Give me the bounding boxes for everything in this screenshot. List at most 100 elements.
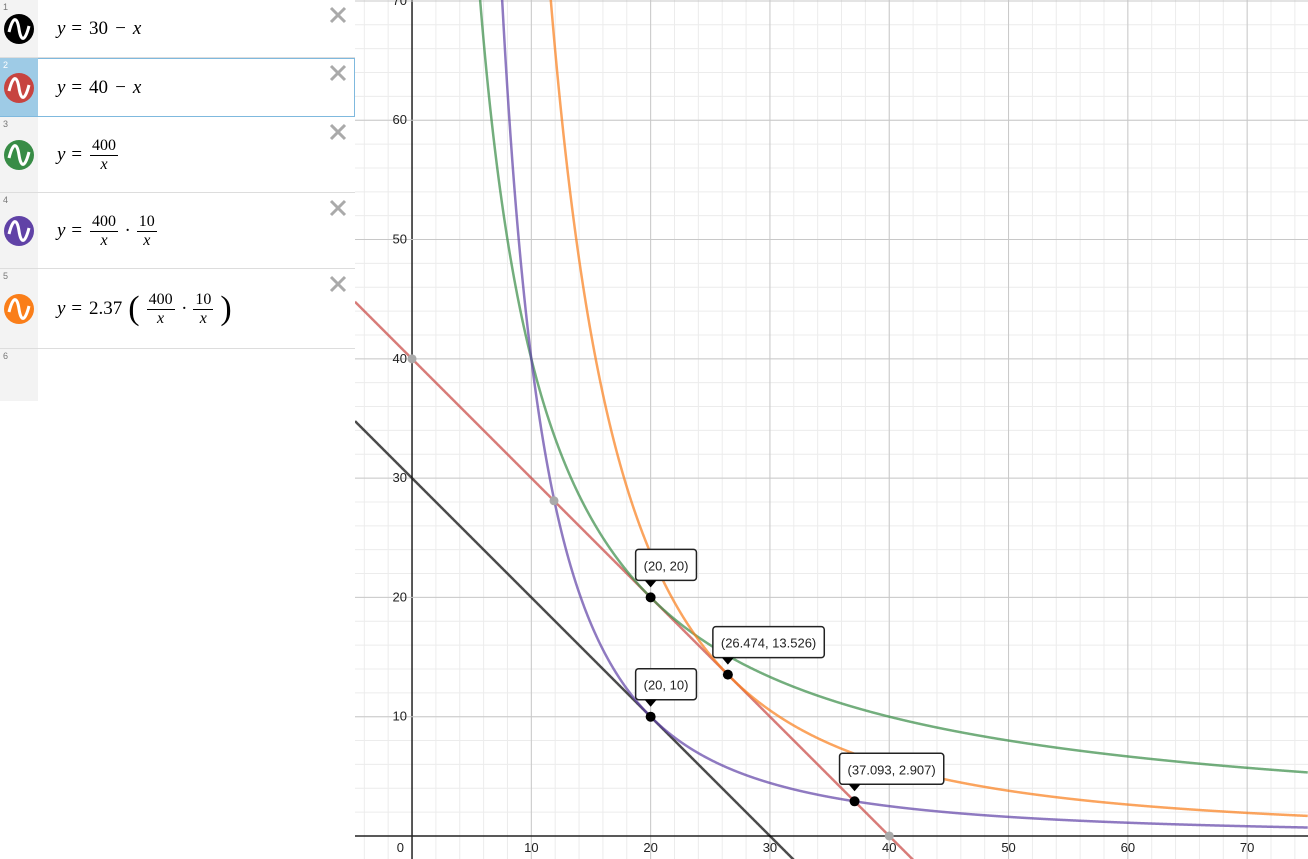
color-icon[interactable] <box>4 14 34 44</box>
y-tick-label: 40 <box>393 351 407 366</box>
expression-row[interactable]: 3 y = 400 x <box>0 117 355 193</box>
label-box <box>634 667 698 701</box>
label-pointer <box>848 784 861 792</box>
expression-row[interactable]: 6 <box>0 349 355 401</box>
expression-token: 40 <box>89 76 109 98</box>
x-tick-label: 30 <box>763 840 777 855</box>
point-label: (20, 10) <box>644 678 689 693</box>
icon-wave <box>7 18 31 40</box>
delete-button[interactable] <box>329 6 347 24</box>
expression-token: 2.37 <box>89 298 123 319</box>
color-icon[interactable] <box>4 294 34 324</box>
color-icon[interactable] <box>4 140 34 170</box>
row-number: 5 <box>3 271 9 281</box>
x-tick-label: 70 <box>1240 840 1254 855</box>
expression[interactable]: y = 2.37(400 x · 10 x) <box>54 269 235 349</box>
label-pointer <box>721 657 734 665</box>
labeled-point[interactable] <box>722 669 733 680</box>
intersection-point <box>884 831 894 841</box>
expression-token: x <box>132 18 142 39</box>
curve <box>478 0 1308 774</box>
expression-token: y = <box>57 298 84 319</box>
y-tick-label: 20 <box>393 589 407 604</box>
y-tick-label: 70 <box>393 0 407 8</box>
x-tick-label: 60 <box>1121 840 1135 855</box>
x-tick-label: 0 <box>397 840 404 855</box>
expression[interactable]: y = 40− x <box>54 58 144 117</box>
fraction: 10 x <box>193 290 214 328</box>
denominator: x <box>157 309 165 327</box>
icon-wave <box>7 76 31 99</box>
expression[interactable]: y = 30− x <box>54 0 144 58</box>
row-number: 3 <box>3 119 9 129</box>
delete-x <box>329 6 347 24</box>
delete-button[interactable] <box>329 64 347 82</box>
icon-wave <box>7 298 31 320</box>
point-label: (26.474, 13.526) <box>721 636 816 651</box>
fraction: 400 x <box>90 212 119 250</box>
icon-strip <box>0 349 38 401</box>
labeled-point[interactable] <box>645 592 656 603</box>
numerator: 400 <box>90 212 119 232</box>
label-box <box>838 752 945 786</box>
expression-token: 30 <box>89 18 109 39</box>
color-icon[interactable] <box>4 216 34 246</box>
numerator: 400 <box>90 136 119 156</box>
expression[interactable]: y = 400 x <box>54 117 122 193</box>
fraction: 400 x <box>90 136 119 174</box>
y-tick-label: 30 <box>393 470 407 485</box>
x-tick-label: 10 <box>524 840 538 855</box>
x-tick-label: 20 <box>643 840 657 855</box>
delete-button[interactable] <box>329 275 347 293</box>
delete-button[interactable] <box>329 199 347 217</box>
delete-x <box>329 64 347 82</box>
denominator: x <box>199 309 207 327</box>
row-number: 6 <box>3 351 9 361</box>
fraction: 400 x <box>146 290 175 328</box>
labeled-point[interactable] <box>645 711 656 722</box>
expression-token: · <box>125 220 130 241</box>
expression-token: x <box>132 76 142 98</box>
expression-token: y = <box>57 18 84 39</box>
label-box <box>712 625 826 659</box>
denominator: x <box>100 231 108 249</box>
y-tick-label: 10 <box>393 709 407 724</box>
intersection-point <box>549 496 559 506</box>
y-tick-label: 60 <box>393 112 407 127</box>
graph[interactable]: 0 10 20 30 40 50 60 70 10 20 30 40 50 60 70 (20, 20) (26… <box>355 0 1308 859</box>
curve <box>355 300 915 859</box>
icon-wave <box>7 144 31 166</box>
expression-token: · <box>181 298 187 319</box>
labeled-point[interactable] <box>849 796 860 807</box>
delete-x <box>329 275 347 293</box>
label-box <box>634 548 698 582</box>
expression-token: y = <box>57 144 84 165</box>
point-label: (20, 20) <box>644 558 689 573</box>
denominator: x <box>143 231 151 249</box>
delete-x <box>329 199 347 217</box>
color-icon[interactable] <box>4 72 34 103</box>
denominator: x <box>100 155 108 173</box>
expression[interactable]: y = 400 x · 10 x <box>54 193 161 269</box>
curve <box>500 0 1308 829</box>
curve <box>549 0 1308 818</box>
x-tick-label: 40 <box>882 840 896 855</box>
row-number: 1 <box>3 2 9 12</box>
numerator: 400 <box>146 290 175 310</box>
expression-token: ) <box>220 290 232 327</box>
curve <box>355 420 795 859</box>
label-pointer <box>644 699 657 707</box>
expression-row[interactable]: 1 y = 30− x <box>0 0 355 58</box>
numerator: 10 <box>193 290 214 310</box>
expression-row[interactable]: 2 y = 40− x <box>0 58 355 117</box>
intersection-point <box>407 354 417 364</box>
expression-token: − <box>114 18 127 39</box>
expression-token: y = <box>57 220 84 241</box>
icon-wave <box>7 220 31 242</box>
delete-button[interactable] <box>329 123 347 141</box>
delete-x <box>329 123 347 141</box>
numerator: 10 <box>136 212 157 232</box>
